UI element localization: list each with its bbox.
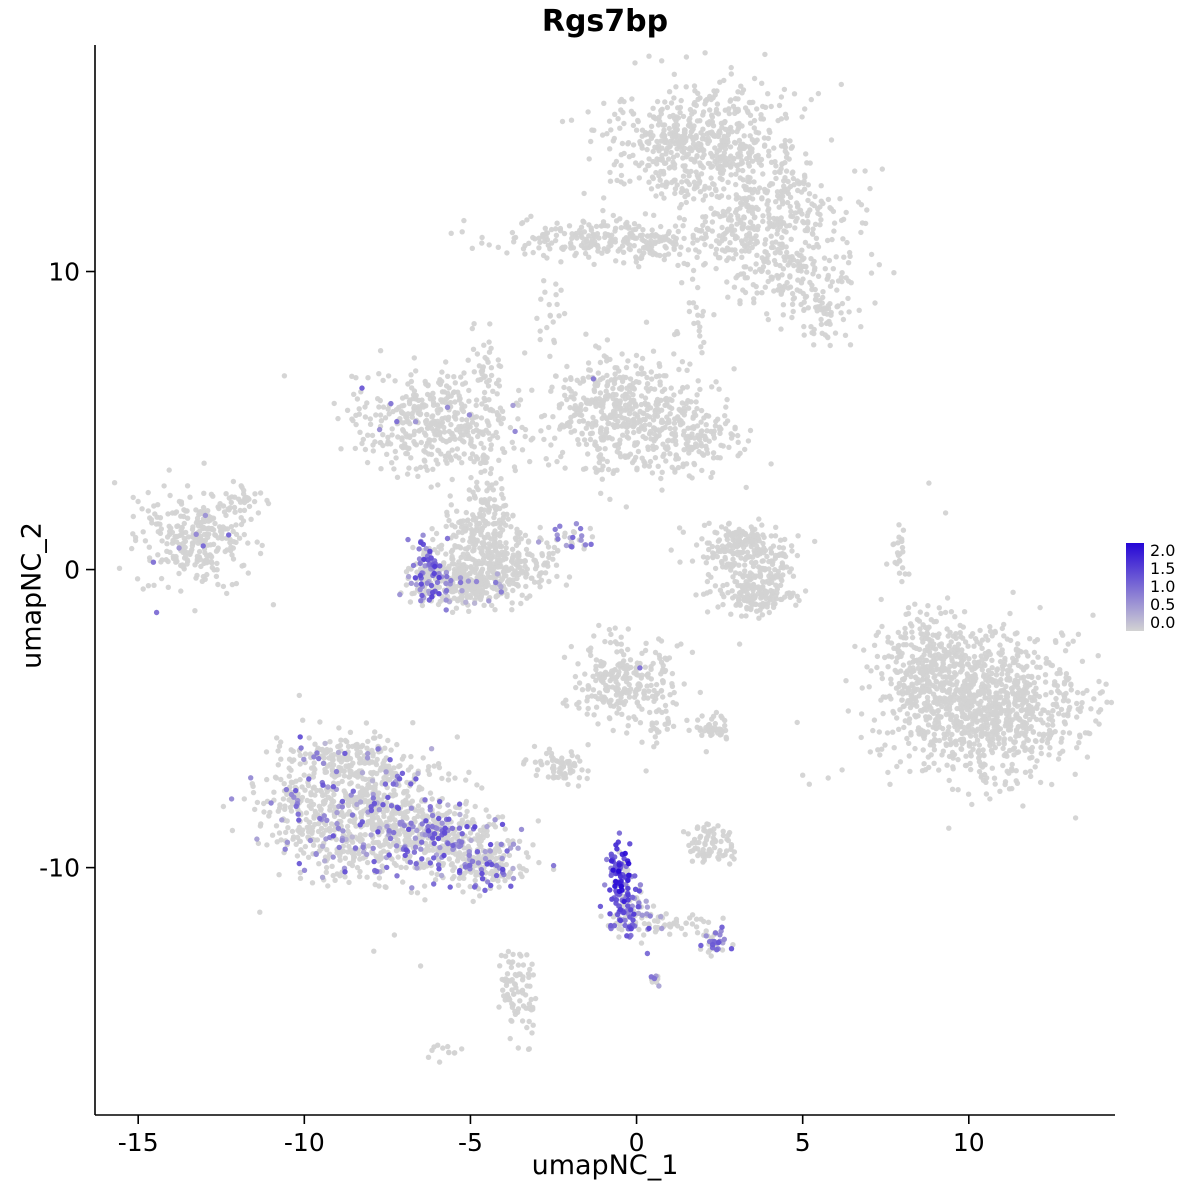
x-tick-label: -5 bbox=[458, 1128, 483, 1157]
chart-title: Rgs7bp bbox=[541, 4, 669, 39]
legend-tick-label: 0.5 bbox=[1150, 595, 1176, 614]
legend-tick-label: 1.5 bbox=[1150, 559, 1176, 578]
x-axis-ticks: -15 -10 -5 0 5 10 bbox=[118, 1115, 985, 1157]
y-tick-label: 10 bbox=[48, 258, 80, 287]
legend-tick-label: 1.0 bbox=[1150, 577, 1176, 596]
scatter-points bbox=[111, 50, 1115, 1065]
x-tick-label: 0 bbox=[629, 1128, 645, 1157]
y-tick-label: 0 bbox=[64, 556, 80, 585]
x-tick-label: -10 bbox=[284, 1128, 325, 1157]
expression-legend: 2.0 1.5 1.0 0.5 0.0 bbox=[1126, 543, 1200, 635]
axes bbox=[94, 45, 1115, 1116]
x-tick-label: -15 bbox=[118, 1128, 159, 1157]
x-tick-label: 10 bbox=[953, 1128, 985, 1157]
y-tick-label: -10 bbox=[39, 854, 80, 883]
y-axis-ticks: -10 0 10 bbox=[39, 258, 95, 883]
x-axis-label: umapNC_1 bbox=[531, 1150, 679, 1181]
x-tick-label: 5 bbox=[795, 1128, 811, 1157]
legend-tick-label: 2.0 bbox=[1150, 541, 1176, 560]
legend-gradient-bar bbox=[1126, 543, 1144, 631]
legend-tick-label: 0.0 bbox=[1150, 613, 1176, 632]
y-axis-label: umapNC_2 bbox=[16, 522, 48, 669]
